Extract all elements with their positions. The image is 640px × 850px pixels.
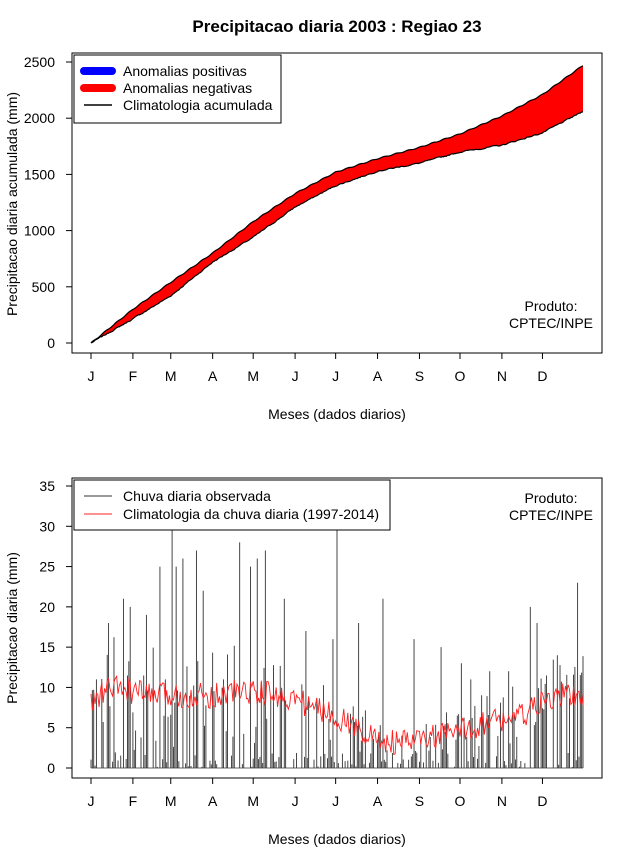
product-note-line1: Produto: — [525, 298, 578, 314]
climatology-line-layer — [90, 674, 584, 756]
observed-daily-rain-lines — [90, 526, 584, 768]
x-tick-label: M — [247, 793, 259, 809]
legend-box — [73, 479, 391, 531]
x-tick-label: A — [208, 368, 218, 384]
legend-label-observed: Chuva diaria observada — [123, 488, 271, 504]
x-tick-label: A — [373, 793, 383, 809]
x-tick-label: S — [415, 793, 424, 809]
y-axis: 0 500 1000 1500 2000 2500 — [24, 54, 72, 351]
x-tick-label: O — [455, 368, 466, 384]
anomaly-area-layer — [91, 65, 583, 343]
daily-precipitation-chart: 0 5 10 15 20 25 30 35 J F M A M J J A S O N D Meses (dados… — [4, 477, 603, 847]
legend-label-positive: Anomalias positivas — [123, 63, 247, 79]
y-tick-label: 5 — [47, 720, 55, 736]
x-tick-label: M — [247, 368, 259, 384]
legend: Anomalias positivas Anomalias negativas … — [73, 54, 282, 124]
x-axis-label: Meses (dados diarios) — [268, 831, 406, 847]
y-tick-label: 35 — [39, 478, 55, 494]
x-axis-label: Meses (dados diarios) — [268, 406, 406, 422]
x-tick-label: M — [165, 793, 177, 809]
x-tick-label: J — [88, 793, 95, 809]
x-tick-label: J — [332, 368, 339, 384]
x-tick-label: M — [165, 368, 177, 384]
cumulative-lines-layer — [90, 65, 584, 344]
legend-label-climatology: Climatologia acumulada — [123, 97, 273, 113]
y-tick-label: 2500 — [24, 54, 55, 70]
product-note-line2: CPTEC/INPE — [509, 507, 593, 523]
plot-frame — [71, 477, 603, 779]
y-tick-label: 1500 — [24, 166, 55, 182]
y-axis-label: Precipitacao diaria (mm) — [4, 552, 20, 704]
plot-frame — [71, 52, 603, 354]
y-tick-label: 0 — [47, 760, 55, 776]
y-tick-label: 500 — [32, 279, 56, 295]
climatology-cumulative-line — [90, 65, 584, 344]
x-tick-label: S — [415, 368, 424, 384]
x-tick-label: J — [332, 793, 339, 809]
y-tick-label: 20 — [39, 599, 55, 615]
y-axis-label: Precipitacao diaria acumulada (mm) — [4, 92, 20, 316]
observed-cumulative-line — [90, 111, 584, 344]
product-note-line2: CPTEC/INPE — [509, 315, 593, 331]
cumulative-precipitation-chart: 0 500 1000 1500 2000 2500 J F M A M J J A S O N D Meses … — [4, 52, 603, 422]
observed-daily-lines-layer — [90, 526, 584, 769]
x-tick-label: J — [88, 368, 95, 384]
legend-label-climatology: Climatologia da chuva diaria (1997-2014) — [123, 506, 379, 522]
x-tick-label: D — [537, 793, 547, 809]
y-axis: 0 5 10 15 20 25 30 35 — [39, 478, 72, 776]
y-tick-label: 2000 — [24, 110, 55, 126]
negative-anomaly-area — [91, 65, 583, 343]
chart-title: Precipitacao diaria 2003 : Regiao 23 — [192, 17, 481, 36]
y-tick-label: 15 — [39, 639, 55, 655]
x-tick-label: J — [292, 793, 299, 809]
legend: Chuva diaria observada Climatologia da c… — [73, 479, 391, 531]
x-tick-label: F — [129, 368, 138, 384]
x-tick-label: A — [208, 793, 218, 809]
legend-label-negative: Anomalias negativas — [123, 80, 252, 96]
x-tick-label: O — [455, 793, 466, 809]
product-note-line1: Produto: — [525, 490, 578, 506]
y-tick-label: 1000 — [24, 223, 55, 239]
y-tick-label: 25 — [39, 559, 55, 575]
x-tick-label: J — [292, 368, 299, 384]
x-tick-label: F — [129, 793, 138, 809]
x-tick-label: D — [537, 368, 547, 384]
y-tick-label: 10 — [39, 679, 55, 695]
climatology-daily-line — [90, 674, 584, 756]
y-tick-label: 30 — [39, 518, 55, 534]
x-tick-label: A — [373, 368, 383, 384]
x-tick-label: N — [497, 793, 507, 809]
y-tick-label: 0 — [47, 335, 55, 351]
x-tick-label: N — [497, 368, 507, 384]
